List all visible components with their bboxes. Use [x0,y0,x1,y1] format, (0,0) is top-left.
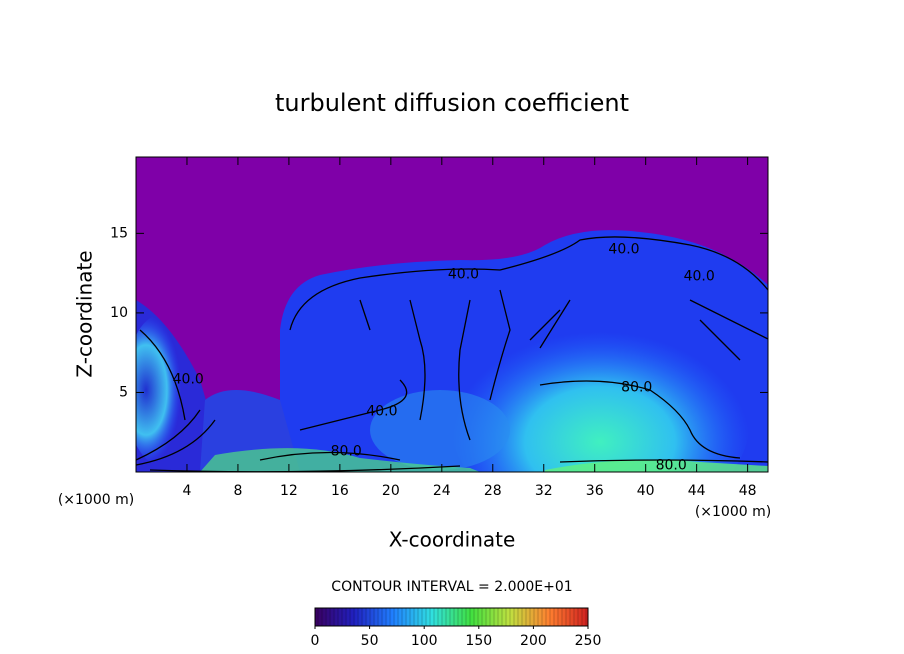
colorbar-tick-label: 100 [411,633,438,649]
plot-frame [135,156,769,473]
x-tick-label: 36 [586,483,604,499]
x-tick-label: 12 [280,483,298,499]
y-axis-label: Z-coordinate [73,250,97,377]
x-tick-label: 32 [535,483,553,499]
colorbar-tick-label: 0 [311,633,320,649]
x-tick-label: 40 [637,483,655,499]
x-tick-label: 16 [331,483,349,499]
y-tick-label: 10 [110,305,128,321]
x-axis-label: X-coordinate [389,528,516,552]
colorbar-tick-label: 250 [575,633,602,649]
x-tick-label: 24 [433,483,451,499]
y-tick-label: 15 [110,225,128,241]
contour-label: 80.0 [621,380,652,396]
contour-label: 40.0 [684,268,715,284]
x-tick-label: 44 [688,483,706,499]
colorbar-tick-label: 50 [361,633,379,649]
colorbar-stripes [317,608,587,626]
contour-interval: CONTOUR INTERVAL = 2.000E+01 [331,579,572,595]
x-tick-label: 48 [739,483,757,499]
x-unit: (×1000 m) [695,504,771,520]
colorbar-tick-label: 150 [465,633,492,649]
chart-title: turbulent diffusion coefficient [275,89,629,117]
y-tick-label: 5 [119,384,128,400]
colorbar-tick-label: 200 [520,633,547,649]
x-tick-label: 8 [233,483,242,499]
contour-label: 40.0 [366,404,397,420]
colorbar [314,607,589,627]
x-tick-label: 20 [382,483,400,499]
field [136,157,768,472]
contour-label: 40.0 [173,372,204,388]
contour-label: 80.0 [656,458,687,474]
contour-label: 40.0 [608,241,639,257]
x-tick-label: 28 [484,483,502,499]
contour-label: 40.0 [448,267,479,283]
contour-label: 80.0 [331,443,362,459]
x-tick-label: 4 [183,483,192,499]
y-unit: (×1000 m) [58,492,134,508]
